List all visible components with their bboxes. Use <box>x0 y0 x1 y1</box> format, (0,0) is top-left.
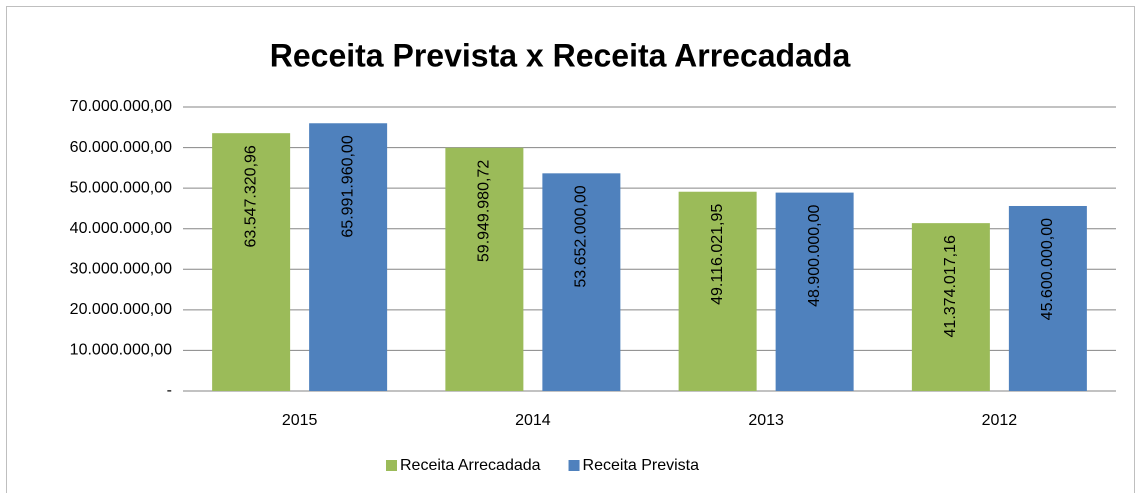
y-tick-label: 40.000.000,00 <box>70 220 172 237</box>
x-tick-label: 2012 <box>982 412 1018 429</box>
y-tick-label: - <box>167 382 172 399</box>
chart-title: Receita Prevista x Receita Arrecadada <box>270 37 851 73</box>
y-tick-label: 10.000.000,00 <box>70 342 172 359</box>
y-tick-label: 70.000.000,00 <box>70 98 172 115</box>
x-tick-label: 2015 <box>282 412 318 429</box>
bar <box>911 223 990 391</box>
data-label: 65.991.960,00 <box>339 135 356 237</box>
legend-swatch <box>386 460 397 471</box>
legend-swatch <box>568 460 580 471</box>
data-label: 53.652.000,00 <box>573 185 590 287</box>
y-tick-label: 20.000.000,00 <box>70 301 172 318</box>
data-label: 59.949.980,72 <box>476 160 493 262</box>
bar <box>775 192 854 391</box>
y-tick-label: 30.000.000,00 <box>70 261 172 278</box>
bar <box>678 191 757 391</box>
data-label: 45.600.000,00 <box>1039 218 1056 320</box>
bar <box>445 147 524 391</box>
x-tick-label: 2013 <box>748 412 784 429</box>
bar <box>309 123 388 391</box>
x-tick-label: 2014 <box>515 412 551 429</box>
legend-label: Receita Arrecadada <box>400 457 541 474</box>
y-tick-label: 60.000.000,00 <box>70 139 172 156</box>
bar <box>212 133 291 391</box>
data-label: 63.547.320,96 <box>242 145 259 247</box>
data-label: 41.374.017,16 <box>942 235 959 337</box>
data-label: 49.116.021,95 <box>709 204 726 305</box>
legend-label: Receita Prevista <box>583 457 700 474</box>
bar <box>1008 205 1087 391</box>
bar <box>542 173 621 391</box>
y-tick-label: 50.000.000,00 <box>70 179 172 196</box>
data-label: 48.900.000,00 <box>806 205 823 307</box>
